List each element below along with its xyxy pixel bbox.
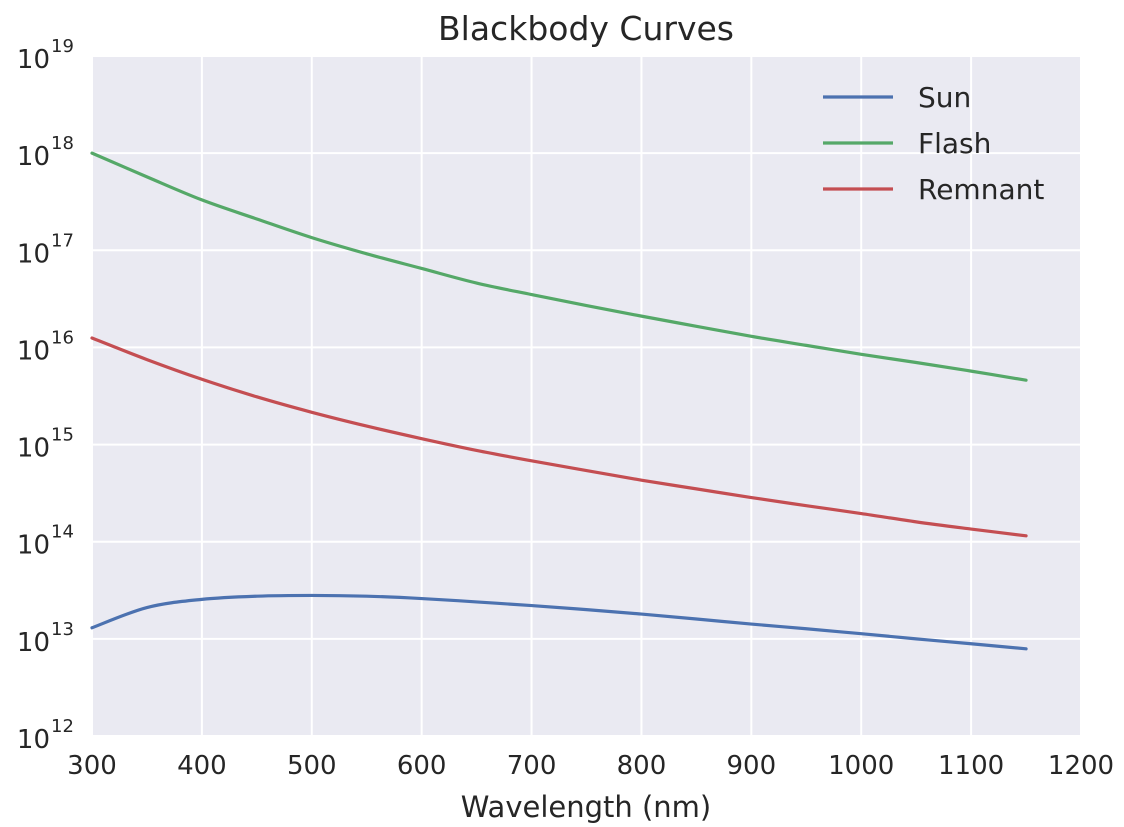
y-tick-base: 10 (17, 628, 50, 658)
y-tick-label: 10 15 (17, 425, 74, 464)
y-tick-label: 10 12 (17, 716, 74, 755)
y-tick-label: 10 14 (17, 522, 74, 561)
y-tick-base: 10 (17, 142, 50, 172)
series-line-remnant (90, 336, 1028, 538)
legend-item: Flash (823, 127, 991, 160)
x-tick-label: 500 (287, 751, 337, 781)
x-tick-label: 400 (177, 751, 227, 781)
legend-label: Remnant (918, 173, 1044, 206)
x-tick-label: 1100 (938, 751, 1004, 781)
y-tick-label: 10 17 (17, 230, 74, 269)
y-tick-label: 10 18 (17, 133, 74, 172)
grid (91, 55, 1082, 737)
x-tick-label: 1200 (1048, 751, 1114, 781)
y-tick-exponent: 16 (51, 327, 74, 348)
x-tick-labels: 300 400 500 600 700 800 900 1000 1100 1200 (67, 751, 1114, 781)
legend-item: Remnant (823, 173, 1044, 206)
legend: Sun Flash Remnant (823, 81, 1044, 206)
y-tick-base: 10 (17, 45, 50, 75)
y-tick-exponent: 14 (51, 522, 74, 543)
legend-label: Flash (918, 127, 991, 160)
y-tick-exponent: 17 (51, 230, 74, 251)
y-tick-exponent: 12 (51, 716, 74, 737)
chart-title: Blackbody Curves (438, 9, 734, 48)
y-tick-exponent: 15 (51, 425, 74, 446)
x-tick-label: 900 (727, 751, 777, 781)
y-tick-exponent: 13 (51, 619, 74, 640)
y-tick-label: 10 19 (17, 36, 74, 75)
y-tick-label: 10 16 (17, 327, 74, 366)
x-tick-label: 600 (397, 751, 447, 781)
y-tick-base: 10 (17, 239, 50, 269)
legend-label: Sun (918, 81, 971, 114)
x-tick-label: 1000 (828, 751, 894, 781)
y-tick-base: 10 (17, 434, 50, 464)
y-tick-exponent: 18 (51, 133, 74, 154)
series-lines (90, 151, 1028, 651)
x-tick-label: 800 (617, 751, 667, 781)
y-tick-base: 10 (17, 531, 50, 561)
y-tick-exponent: 19 (51, 36, 74, 57)
legend-item: Sun (823, 81, 971, 114)
x-axis-label: Wavelength (nm) (461, 790, 712, 824)
x-tick-label: 700 (507, 751, 557, 781)
series-line-flash (90, 151, 1028, 382)
x-tick-label: 300 (67, 751, 117, 781)
y-tick-base: 10 (17, 336, 50, 366)
y-tick-label: 10 13 (17, 619, 74, 658)
series-line-sun (90, 593, 1028, 651)
y-tick-base: 10 (17, 725, 50, 755)
